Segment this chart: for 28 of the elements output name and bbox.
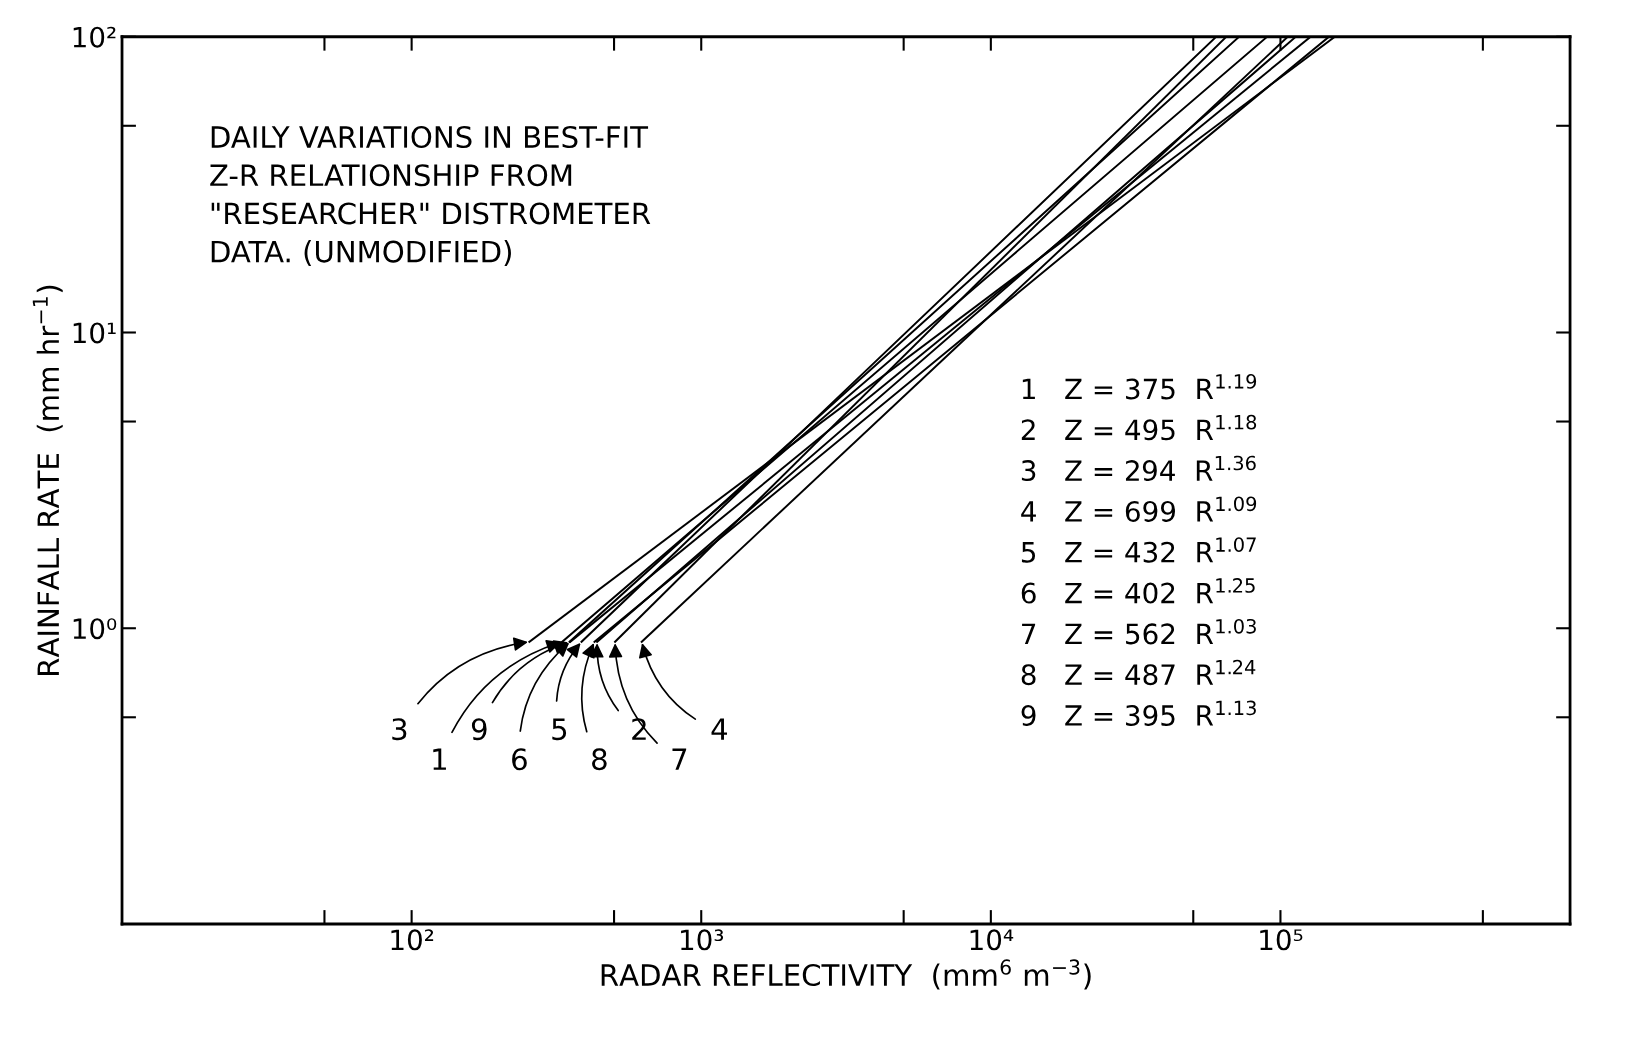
annotation: 9 Z = 395 R$^{1.13}$	[1021, 700, 1256, 727]
x-tick-label: 10³	[681, 929, 724, 951]
x-axis-title: RADAR REFLECTIVITY (mm$^{6}$ m$^{−3}$)	[601, 959, 1091, 990]
x-tick-label: 10⁴	[970, 929, 1014, 951]
annotation: 1 Z = 375 R$^{1.19}$	[1022, 374, 1257, 400]
annotation: 2 Z = 495 R$^{1.18}$	[1021, 414, 1257, 441]
annotation: 4	[711, 718, 728, 740]
y-axis-title: RAINFALL RATE (mm hr$^{−1}$)	[32, 285, 63, 675]
annotation: 7 Z = 562 R$^{1.03}$	[1022, 618, 1256, 645]
x-tick-label: 10⁵	[1260, 929, 1303, 951]
annotation: 9	[471, 718, 487, 741]
text: DAILY VARIATIONS IN BEST-FIT Z-R RELATIONSHIP FROM "RESEARCHER" DISTROMETER DATA. (UNMODIFIED)	[210, 125, 651, 267]
x-tick-label: 10²	[391, 929, 434, 951]
y-tick-label: 10²	[73, 26, 116, 48]
annotation: 6 Z = 402 R$^{1.25}$	[1021, 578, 1255, 604]
annotation: 8 Z = 487 R$^{1.24}$	[1021, 659, 1256, 686]
annotation: 8	[592, 748, 607, 771]
annotation: 1	[433, 748, 446, 770]
annotation: 5	[552, 718, 567, 741]
y-tick-label: 10¹	[73, 322, 116, 344]
annotation: 6	[512, 748, 527, 771]
annotation: 7	[672, 748, 687, 770]
annotation: 5 Z = 432 R$^{1.07}$	[1021, 537, 1256, 563]
annotation: 2	[632, 718, 646, 740]
annotation: 3 Z = 294 R$^{1.36}$	[1021, 455, 1256, 482]
y-tick-label: 10⁰	[73, 618, 117, 640]
annotation: 3	[392, 718, 407, 741]
annotation: 4 Z = 699 R$^{1.09}$	[1021, 496, 1257, 522]
